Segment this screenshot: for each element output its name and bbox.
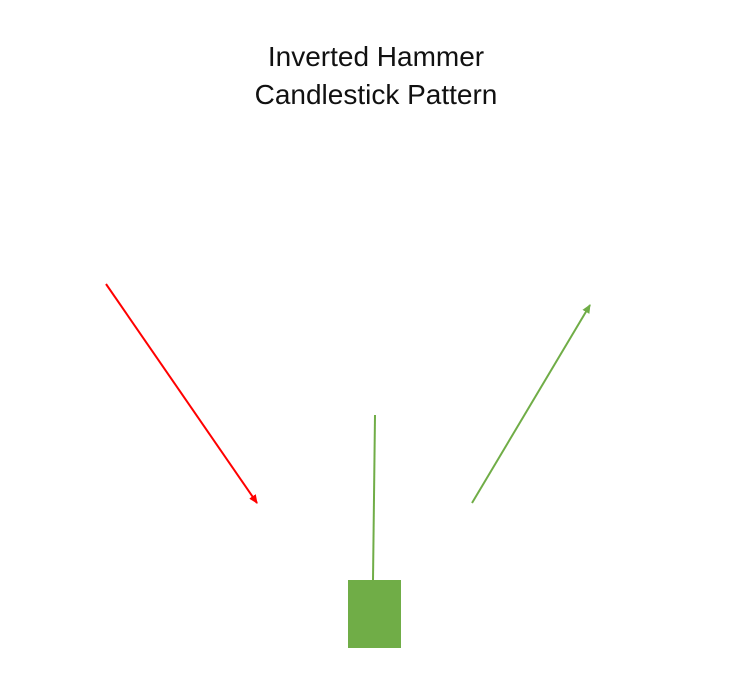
title-line-1: Inverted Hammer	[267, 41, 485, 72]
diagram-title: Inverted Hammer Candlestick Pattern	[0, 38, 752, 114]
candle-upper-wick	[372, 414, 376, 581]
downtrend-arrow-icon	[105, 283, 258, 504]
candle-body	[348, 580, 401, 648]
title-line-2: Candlestick Pattern	[254, 79, 498, 110]
uptrend-arrow-icon	[471, 304, 591, 504]
